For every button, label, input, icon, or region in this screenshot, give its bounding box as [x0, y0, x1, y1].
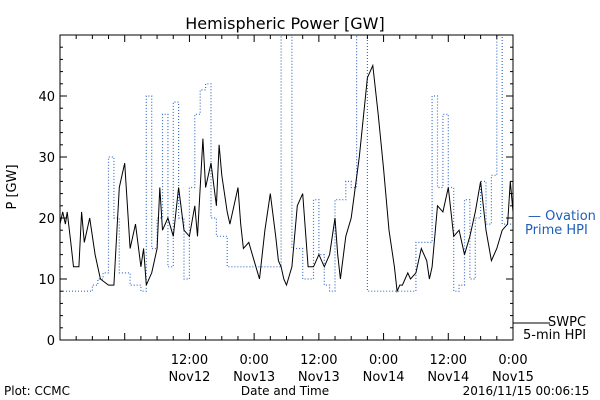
y-tick-label: 40: [38, 90, 55, 105]
x-tick-label-date: Nov12: [168, 370, 210, 385]
chart-title: Hemispheric Power [GW]: [185, 14, 384, 33]
legend-ovation-line1: — Ovation: [528, 209, 596, 224]
plot-area: [59, 34, 514, 341]
legend-swpc-line1: SWPC: [548, 315, 586, 330]
x-axis-label: Date and Time: [241, 384, 329, 398]
x-axis: 12:00 Nov12 0:00 Nov13 12:00 Nov13 0:00 Nov14 12…: [59, 35, 534, 385]
x-tick-label-time: 0:00: [498, 353, 527, 368]
x-tick-label-time: 12:00: [300, 353, 337, 368]
x-tick-label-time: 0:00: [369, 353, 398, 368]
legend-ovation-line2: Prime HPI: [525, 223, 588, 238]
x-tick-label-date: Nov13: [298, 370, 340, 385]
x-tick-label-date: Nov14: [427, 370, 469, 385]
series-ovation-prime-hpi: [60, 35, 513, 292]
x-tick-label-time: 12:00: [171, 353, 208, 368]
footer-timestamp: 2016/11/15 00:06:15: [463, 384, 590, 398]
y-axis-label: P [GW]: [5, 164, 20, 209]
y-tick-label: 10: [38, 273, 55, 288]
legend-swpc-line2: 5-min HPI: [523, 328, 586, 343]
y-axis: 0 10 20 30 40: [38, 46, 513, 349]
y-tick-label: 0: [47, 334, 55, 349]
plot-frame: [59, 34, 514, 341]
x-tick-label-time: 12:00: [430, 353, 467, 368]
y-tick-label: 20: [38, 212, 55, 227]
x-tick-label-date: Nov15: [492, 370, 534, 385]
y-tick-label: 30: [38, 151, 55, 166]
x-tick-label-date: Nov13: [233, 370, 275, 385]
footer-plot-source: Plot: CCMC: [4, 384, 70, 398]
x-tick-label-date: Nov14: [363, 370, 405, 385]
x-tick-label-time: 0:00: [240, 353, 269, 368]
series-swpc-5min-hpi: [60, 63, 513, 294]
